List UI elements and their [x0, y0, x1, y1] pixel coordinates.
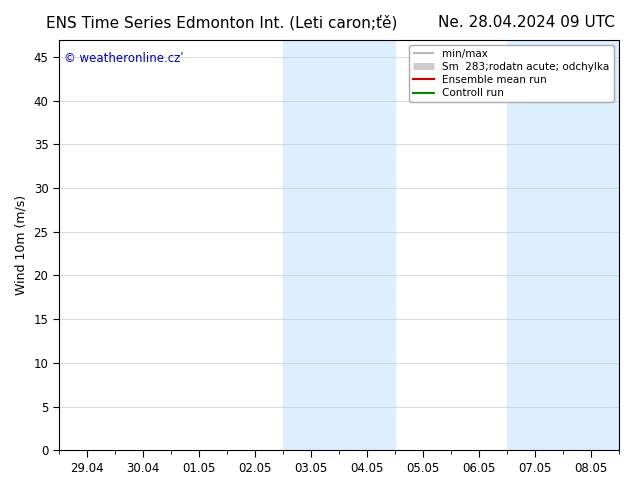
- Text: ENS Time Series Edmonton Int. (Leti caron;ťě): ENS Time Series Edmonton Int. (Leti caro…: [46, 15, 398, 30]
- Text: Ne. 28.04.2024 09 UTC: Ne. 28.04.2024 09 UTC: [438, 15, 615, 30]
- Bar: [507, 40, 619, 450]
- Legend: min/max, Sm  283;rodatn acute; odchylka, Ensemble mean run, Controll run: min/max, Sm 283;rodatn acute; odchylka, …: [409, 45, 614, 102]
- Y-axis label: Wind 10m (m/s): Wind 10m (m/s): [15, 195, 28, 295]
- Bar: [283, 40, 395, 450]
- Text: © weatheronline.czʹ: © weatheronline.czʹ: [65, 52, 184, 65]
